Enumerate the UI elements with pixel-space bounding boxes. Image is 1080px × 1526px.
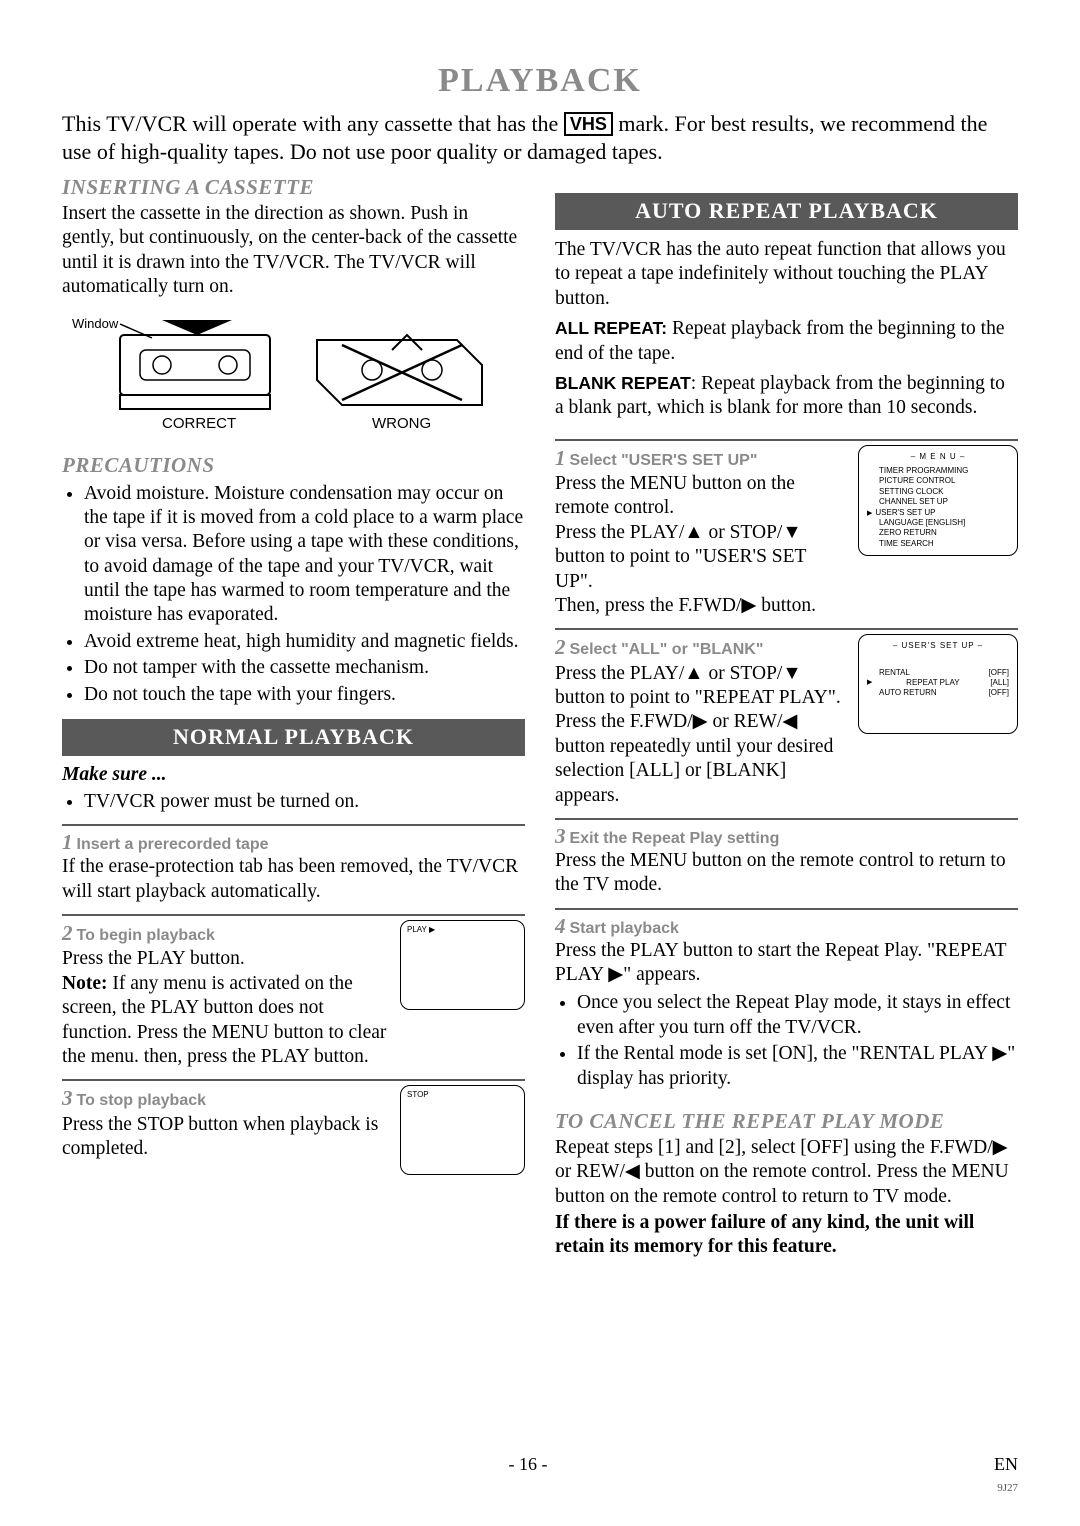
precautions-list: Avoid moisture. Moisture condensation ma… xyxy=(62,482,525,707)
menu-item: CHANNEL SET UP xyxy=(879,497,1009,507)
note-label: Note: xyxy=(62,973,107,994)
page-title: PLAYBACK xyxy=(62,62,1018,100)
ar-step3-label: Exit the Repeat Play setting xyxy=(570,830,780,847)
ar-step4-bullets: Once you select the Repeat Play mode, it… xyxy=(555,991,1018,1091)
play-screen: PLAY ▶ xyxy=(400,920,525,1010)
precaution-item: Do not tamper with the cassette mechanis… xyxy=(84,656,525,680)
ar-bullet: Once you select the Repeat Play mode, it… xyxy=(577,991,1018,1040)
right-column: AUTO REPEAT PLAYBACK The TV/VCR has the … xyxy=(555,171,1018,1260)
stop-screen: STOP xyxy=(400,1085,525,1175)
ar-step1-c: Then, press the F.FWD/▶ button. xyxy=(555,594,848,618)
menu-item: SETTING CLOCK xyxy=(879,487,1009,497)
np-step-3: 3To stop playback Press the STOP button … xyxy=(62,1079,525,1175)
ar-step2-label: Select "ALL" or "BLANK" xyxy=(570,641,764,658)
menu-screen: – M E N U – TIMER PROGRAMMING PICTURE CO… xyxy=(858,445,1018,557)
make-sure-item: TV/VCR power must be turned on. xyxy=(84,790,525,814)
auto-repeat-banner: AUTO REPEAT PLAYBACK xyxy=(555,193,1018,230)
ar-bullet: If the Rental mode is set [ON], the "REN… xyxy=(577,1042,1018,1091)
menu-item-selected: USER'S SET UP xyxy=(867,508,1009,518)
page-footer: - 16 - EN 9J27 xyxy=(0,1454,1080,1496)
menu-item: TIME SEARCH xyxy=(879,539,1009,549)
np-step3-label: To stop playback xyxy=(77,1092,207,1109)
menu-item: PICTURE CONTROL xyxy=(879,476,1009,486)
doc-code: 9J27 xyxy=(997,1482,1018,1494)
cancel-bold: If there is a power failure of any kind,… xyxy=(555,1211,1018,1260)
cancel-body: Repeat steps [1] and [2], select [OFF] u… xyxy=(555,1136,1018,1209)
user-title: – USER'S SET UP – xyxy=(867,641,1009,651)
precaution-item: Do not touch the tape with your fingers. xyxy=(84,683,525,707)
left-column: INSERTING A CASSETTE Insert the cassette… xyxy=(62,171,525,1260)
intro-a: This TV/VCR will operate with any casset… xyxy=(62,111,564,136)
user-val: [OFF] xyxy=(989,688,1009,698)
ar-step4-label: Start playback xyxy=(570,920,679,937)
np-step2-a: Press the PLAY button. xyxy=(62,947,390,971)
svg-text:Window: Window xyxy=(72,316,119,331)
precaution-item: Avoid extreme heat, high humidity and ma… xyxy=(84,630,525,654)
np-step3-body: Press the STOP button when playback is c… xyxy=(62,1113,390,1162)
svg-text:CORRECT: CORRECT xyxy=(162,415,236,432)
make-sure-heading: Make sure ... xyxy=(62,764,525,786)
normal-playback-banner: NORMAL PLAYBACK xyxy=(62,719,525,756)
user-val: [ALL] xyxy=(990,678,1009,688)
ar-step2-a: Press the PLAY/▲ or STOP/▼ button to poi… xyxy=(555,662,848,711)
ar-step1-label: Select "USER'S SET UP" xyxy=(570,452,758,469)
np-step1-body: If the erase-protection tab has been rem… xyxy=(62,855,525,904)
precautions-heading: PRECAUTIONS xyxy=(62,453,525,478)
inserting-body: Insert the cassette in the direction as … xyxy=(62,202,525,300)
ar-step1-a: Press the MENU button on the remote cont… xyxy=(555,472,848,521)
play-label: PLAY ▶ xyxy=(407,925,518,934)
ar-step-3: 3Exit the Repeat Play setting Press the … xyxy=(555,818,1018,898)
lang-code: EN xyxy=(994,1454,1018,1474)
user-val: [OFF] xyxy=(989,668,1009,678)
svg-text:WRONG: WRONG xyxy=(372,415,431,432)
np-step-2: 2To begin playback Press the PLAY button… xyxy=(62,914,525,1069)
np-step2-label: To begin playback xyxy=(77,927,215,944)
menu-item: TIMER PROGRAMMING xyxy=(879,466,1009,476)
make-sure-list: TV/VCR power must be turned on. xyxy=(62,790,525,814)
page-number: - 16 - xyxy=(509,1454,548,1496)
cassette-diagram: Window CORRECT WRONG xyxy=(62,310,525,445)
inserting-heading: INSERTING A CASSETTE xyxy=(62,175,525,200)
np-step1-label: Insert a prerecorded tape xyxy=(77,836,269,853)
menu-item: LANGUAGE [ENGLISH] xyxy=(879,518,1009,528)
all-repeat-term: ALL REPEAT: xyxy=(555,318,667,338)
user-item: AUTO RETURN xyxy=(879,688,937,698)
vhs-logo: VHS xyxy=(564,112,613,136)
blank-repeat-term: BLANK REPEAT xyxy=(555,373,691,393)
precaution-item: Avoid moisture. Moisture condensation ma… xyxy=(84,482,525,628)
menu-title: – M E N U – xyxy=(867,452,1009,462)
cancel-heading: TO CANCEL THE REPEAT PLAY MODE xyxy=(555,1109,1018,1134)
user-item-selected: REPEAT PLAY xyxy=(906,678,959,688)
ar-step2-b: Press the F.FWD/▶ or REW/◀ button repeat… xyxy=(555,710,848,808)
ar-step-2: 2Select "ALL" or "BLANK" Press the PLAY/… xyxy=(555,628,1018,808)
ar-step3-body: Press the MENU button on the remote cont… xyxy=(555,849,1018,898)
ar-step-1: 1Select "USER'S SET UP" Press the MENU b… xyxy=(555,439,1018,619)
user-setup-screen: – USER'S SET UP – RENTAL [OFF] REPEAT PLA… xyxy=(858,634,1018,734)
stop-label: STOP xyxy=(407,1090,518,1099)
np-step-1: 1Insert a prerecorded tape If the erase-… xyxy=(62,824,525,904)
user-item: RENTAL xyxy=(879,668,910,678)
ar-step1-b: Press the PLAY/▲ or STOP/▼ button to poi… xyxy=(555,521,848,594)
np-step2-note: If any menu is activated on the screen, … xyxy=(62,973,386,1067)
intro-paragraph: This TV/VCR will operate with any casset… xyxy=(62,110,1018,165)
ar-step-4: 4Start playback Press the PLAY button to… xyxy=(555,908,1018,1091)
menu-item: ZERO RETURN xyxy=(879,528,1009,538)
ar-step4-a: Press the PLAY button to start the Repea… xyxy=(555,939,1018,988)
auto-intro: The TV/VCR has the auto repeat function … xyxy=(555,238,1018,311)
